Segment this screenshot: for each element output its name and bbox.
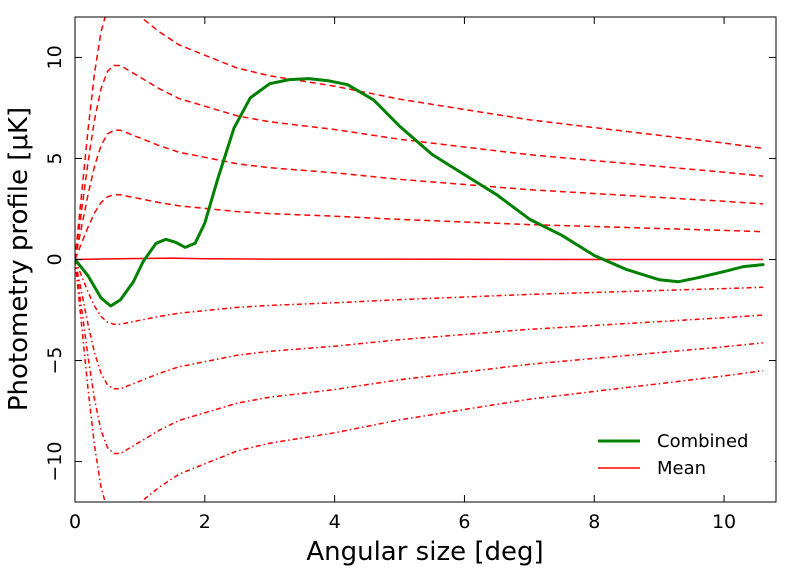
x-tick-label: 10 <box>712 511 736 533</box>
legend-label-combined: Combined <box>657 431 748 452</box>
upper-band-line-2 <box>75 129 764 260</box>
legend-box <box>585 425 775 490</box>
lower-band-line-1 <box>75 259 764 325</box>
x-axis-title: Angular size [deg] <box>306 537 543 567</box>
upper-band-line-4 <box>75 17 764 260</box>
upper-band-line-1 <box>75 194 764 260</box>
y-tick-label: 0 <box>44 253 66 265</box>
y-tick-label: 5 <box>44 152 66 164</box>
x-tick-label: 8 <box>588 511 600 533</box>
upper-band-line-3 <box>75 64 764 260</box>
y-tick-label: −5 <box>44 347 66 375</box>
x-tick-label: 4 <box>329 511 341 533</box>
y-tick-label: −10 <box>44 442 66 482</box>
lower-band-line-4 <box>75 259 764 502</box>
series-line-combined <box>75 77 765 308</box>
series-line-mean <box>75 257 763 261</box>
x-tick-label: 2 <box>199 511 211 533</box>
legend: Combined Mean <box>585 425 775 490</box>
x-tick-label: 0 <box>69 511 81 533</box>
legend-label-mean: Mean <box>657 458 706 479</box>
lower-band-line-3 <box>75 259 764 455</box>
y-tick-label: 10 <box>44 45 66 69</box>
y-axis-title: Photometry profile [μK] <box>4 107 34 411</box>
x-tick-label: 6 <box>458 511 470 533</box>
lower-band-line-2 <box>75 259 764 390</box>
